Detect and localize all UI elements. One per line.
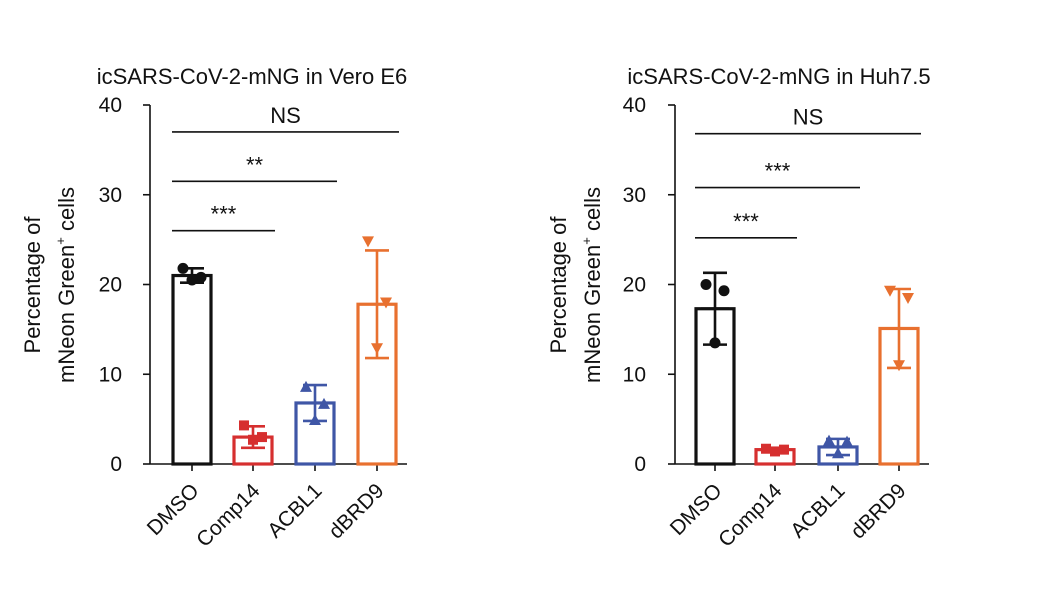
y-tick-label: 40 bbox=[99, 94, 122, 117]
data-point bbox=[770, 446, 780, 457]
x-category-label: dBRD9 bbox=[846, 479, 910, 543]
data-point bbox=[239, 420, 249, 431]
significance-brackets: ****** NS bbox=[695, 105, 921, 239]
data-point bbox=[841, 435, 853, 447]
x-category-label: ACBL1 bbox=[263, 479, 326, 542]
significance-label: NS bbox=[793, 105, 824, 130]
y-axis-label-main: mNeon Green bbox=[54, 245, 79, 383]
data-point bbox=[884, 285, 896, 297]
x-category-label: Comp14 bbox=[714, 479, 787, 552]
bar-dmso bbox=[171, 273, 213, 466]
chart-panel-vero-e6: icSARS-CoV-2-mNG in Vero E6 Percentage o… bbox=[20, 64, 407, 552]
data-point bbox=[362, 236, 374, 248]
data-point bbox=[700, 279, 712, 290]
y-axis-label: Percentage of bbox=[20, 216, 45, 354]
y-axis-label-suffix: cells bbox=[580, 187, 605, 237]
chart-title: icSARS-CoV-2-mNG in Huh7.5 bbox=[627, 64, 930, 89]
y-axis-label-superscript: + bbox=[53, 237, 68, 245]
y-axis-ticks: 0 10 20 30 40 bbox=[623, 94, 929, 476]
significance-label: *** bbox=[765, 159, 791, 184]
y-axis-label-line2: mNeon Green+ cells bbox=[53, 187, 79, 383]
chart-panel-huh7-5: icSARS-CoV-2-mNG in Huh7.5 Percentage of… bbox=[546, 64, 931, 552]
data-point bbox=[300, 380, 312, 392]
y-tick-label: 10 bbox=[623, 363, 646, 386]
bars bbox=[171, 236, 398, 471]
data-point bbox=[893, 360, 905, 372]
data-point bbox=[718, 285, 730, 297]
y-axis-label-superscript: + bbox=[579, 237, 594, 245]
data-point bbox=[257, 432, 267, 443]
data-point bbox=[380, 297, 392, 309]
y-tick-label: 20 bbox=[99, 274, 122, 297]
bars bbox=[694, 271, 920, 471]
chart-title: icSARS-CoV-2-mNG in Vero E6 bbox=[97, 64, 408, 89]
y-axis-ticks: 0 10 20 30 40 bbox=[99, 94, 407, 476]
y-axis-label-suffix: cells bbox=[54, 187, 79, 237]
x-category-label: DMSO bbox=[143, 479, 204, 540]
y-tick-label: 0 bbox=[110, 453, 122, 476]
data-point bbox=[248, 434, 258, 445]
data-point bbox=[761, 443, 771, 454]
y-tick-label: 30 bbox=[623, 184, 646, 207]
data-point bbox=[318, 397, 330, 409]
x-category-label: ACBL1 bbox=[786, 479, 849, 542]
y-tick-label: 20 bbox=[623, 274, 646, 297]
y-tick-label: 30 bbox=[99, 184, 122, 207]
data-point bbox=[823, 434, 835, 446]
y-tick-label: 0 bbox=[634, 453, 646, 476]
y-tick-label: 40 bbox=[623, 94, 646, 117]
data-point bbox=[186, 274, 198, 286]
x-category-label: dBRD9 bbox=[324, 479, 388, 543]
significance-label: *** bbox=[211, 202, 237, 227]
data-point bbox=[709, 337, 721, 349]
y-axis-label: Percentage of bbox=[546, 216, 571, 354]
data-point bbox=[309, 414, 321, 426]
data-point bbox=[779, 444, 789, 455]
x-category-label: Comp14 bbox=[192, 479, 265, 552]
significance-label: *** bbox=[733, 209, 759, 234]
significance-label: NS bbox=[270, 103, 301, 128]
data-point bbox=[195, 271, 207, 283]
y-tick-label: 10 bbox=[99, 363, 122, 386]
data-point bbox=[902, 292, 914, 304]
data-point bbox=[832, 447, 844, 459]
significance-brackets: *****NS bbox=[172, 103, 399, 232]
data-point bbox=[371, 343, 383, 355]
y-axis-label-line2: mNeon Green+ cells bbox=[579, 187, 605, 383]
significance-label: ** bbox=[246, 152, 264, 177]
data-point bbox=[177, 262, 189, 274]
y-axis-label-main: mNeon Green bbox=[580, 245, 605, 383]
